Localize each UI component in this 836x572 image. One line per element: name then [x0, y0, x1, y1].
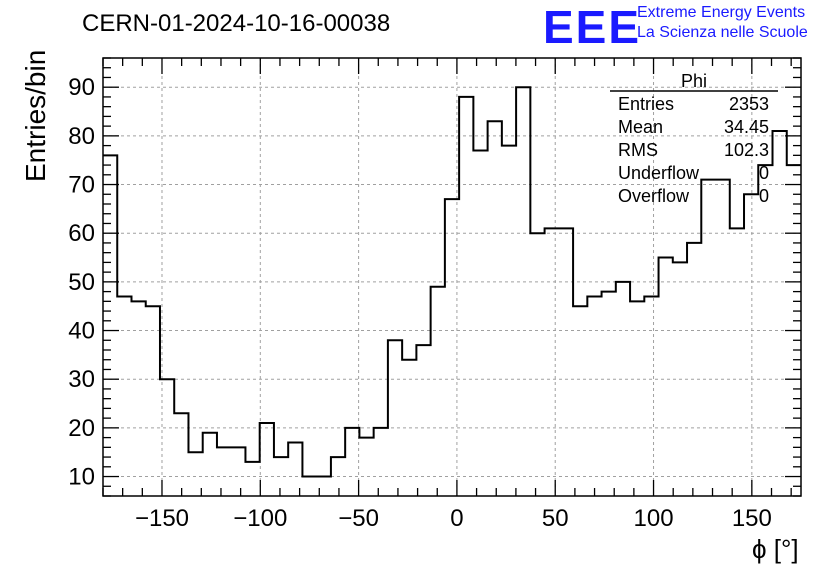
x-tick-label: 50 [542, 505, 569, 532]
y-tick-label: 50 [68, 269, 95, 296]
stats-label: RMS [618, 140, 658, 160]
stats-value: 34.45 [724, 117, 769, 137]
logo-line-1: Extreme Energy Events [637, 4, 806, 21]
stats-label: Overflow [618, 186, 690, 206]
y-tick-label: 20 [68, 415, 95, 442]
y-tick-label: 30 [68, 366, 95, 393]
stats-value: 2353 [729, 94, 769, 114]
logo-line-2: La Scienza nelle Scuole [637, 24, 808, 41]
histogram-line [103, 86, 801, 478]
stats-value: 0 [759, 186, 769, 206]
stats-label: Mean [618, 117, 663, 137]
y-tick-label: 90 [68, 74, 95, 101]
x-tick-label: −150 [135, 505, 189, 532]
x-tick-label: 100 [634, 505, 674, 532]
x-tick-label: 150 [732, 505, 772, 532]
plot-frame [102, 57, 802, 497]
x-tick-label: −100 [233, 505, 287, 532]
y-tick-label: 70 [68, 172, 95, 199]
y-tick-label: 10 [68, 464, 95, 491]
chart-title: CERN-01-2024-10-16-00038 [82, 10, 391, 37]
x-tick-label: 0 [450, 505, 463, 532]
y-tick-label: 40 [68, 318, 95, 345]
stats-label: Entries [618, 94, 674, 114]
stats-title: Phi [681, 71, 707, 91]
y-tick-label: 60 [68, 220, 95, 247]
y-tick-label: 80 [68, 123, 95, 150]
stats-value: 102.3 [724, 140, 769, 160]
x-axis-label: ϕ [°] [752, 534, 799, 564]
x-tick-label: −50 [338, 505, 379, 532]
eee-logo: EEE [543, 1, 642, 53]
stats-label: Underflow [618, 163, 700, 183]
stats-value: 0 [759, 163, 769, 183]
